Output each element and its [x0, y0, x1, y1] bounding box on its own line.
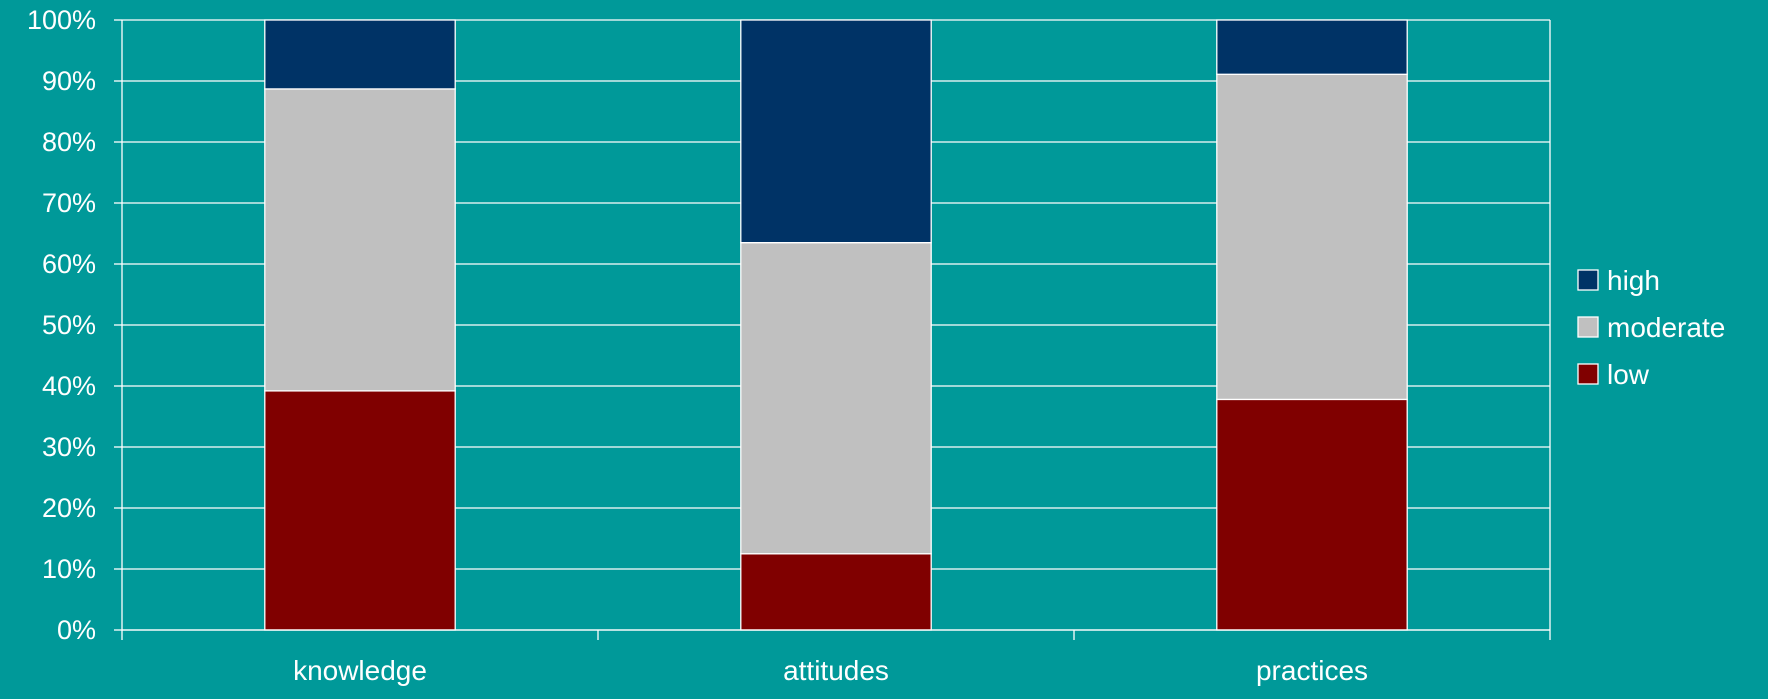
- bar-segment-moderate-attitudes: [740, 241, 932, 555]
- y-tick-label: 40%: [42, 371, 96, 401]
- legend: high moderate low: [1577, 265, 1725, 390]
- y-tick-label: 90%: [42, 66, 96, 96]
- y-tick-label: 60%: [42, 249, 96, 279]
- bar-segment-low-knowledge: [264, 390, 456, 631]
- x-axis-category-labels: knowledge attitudes practices: [293, 655, 1368, 686]
- x-category-label: attitudes: [783, 655, 889, 686]
- bar-segment-high-attitudes: [740, 19, 932, 244]
- bar-segment-low-practices: [1216, 398, 1408, 631]
- legend-swatch-moderate: [1577, 316, 1599, 338]
- y-tick-label: 30%: [42, 432, 96, 462]
- y-tick-label: 70%: [42, 188, 96, 218]
- y-tick-label: 20%: [42, 493, 96, 523]
- y-axis-tick-labels: 0% 10% 20% 30% 40% 50% 60% 70% 80% 90% 100%: [27, 5, 96, 645]
- legend-label-high: high: [1607, 265, 1660, 296]
- axes: [114, 19, 1551, 640]
- x-category-label: practices: [1256, 655, 1368, 686]
- y-tick-label: 100%: [27, 5, 96, 35]
- y-tick-label: 10%: [42, 554, 96, 584]
- bar-segment-low-attitudes: [740, 553, 932, 631]
- bar-segment-moderate-practices: [1216, 73, 1408, 401]
- bar-segment-high-knowledge: [264, 19, 456, 90]
- y-tick-label: 80%: [42, 127, 96, 157]
- legend-label-low: low: [1607, 359, 1650, 390]
- x-category-label: knowledge: [293, 655, 427, 686]
- y-tick-label: 50%: [42, 310, 96, 340]
- legend-swatch-low: [1577, 363, 1599, 385]
- bar-stacks: [264, 19, 1408, 631]
- legend-label-moderate: moderate: [1607, 312, 1725, 343]
- bar-segment-high-practices: [1216, 19, 1408, 75]
- y-tick-label: 0%: [57, 615, 96, 645]
- bar-segment-moderate-knowledge: [264, 88, 456, 392]
- legend-swatch-high: [1577, 269, 1599, 291]
